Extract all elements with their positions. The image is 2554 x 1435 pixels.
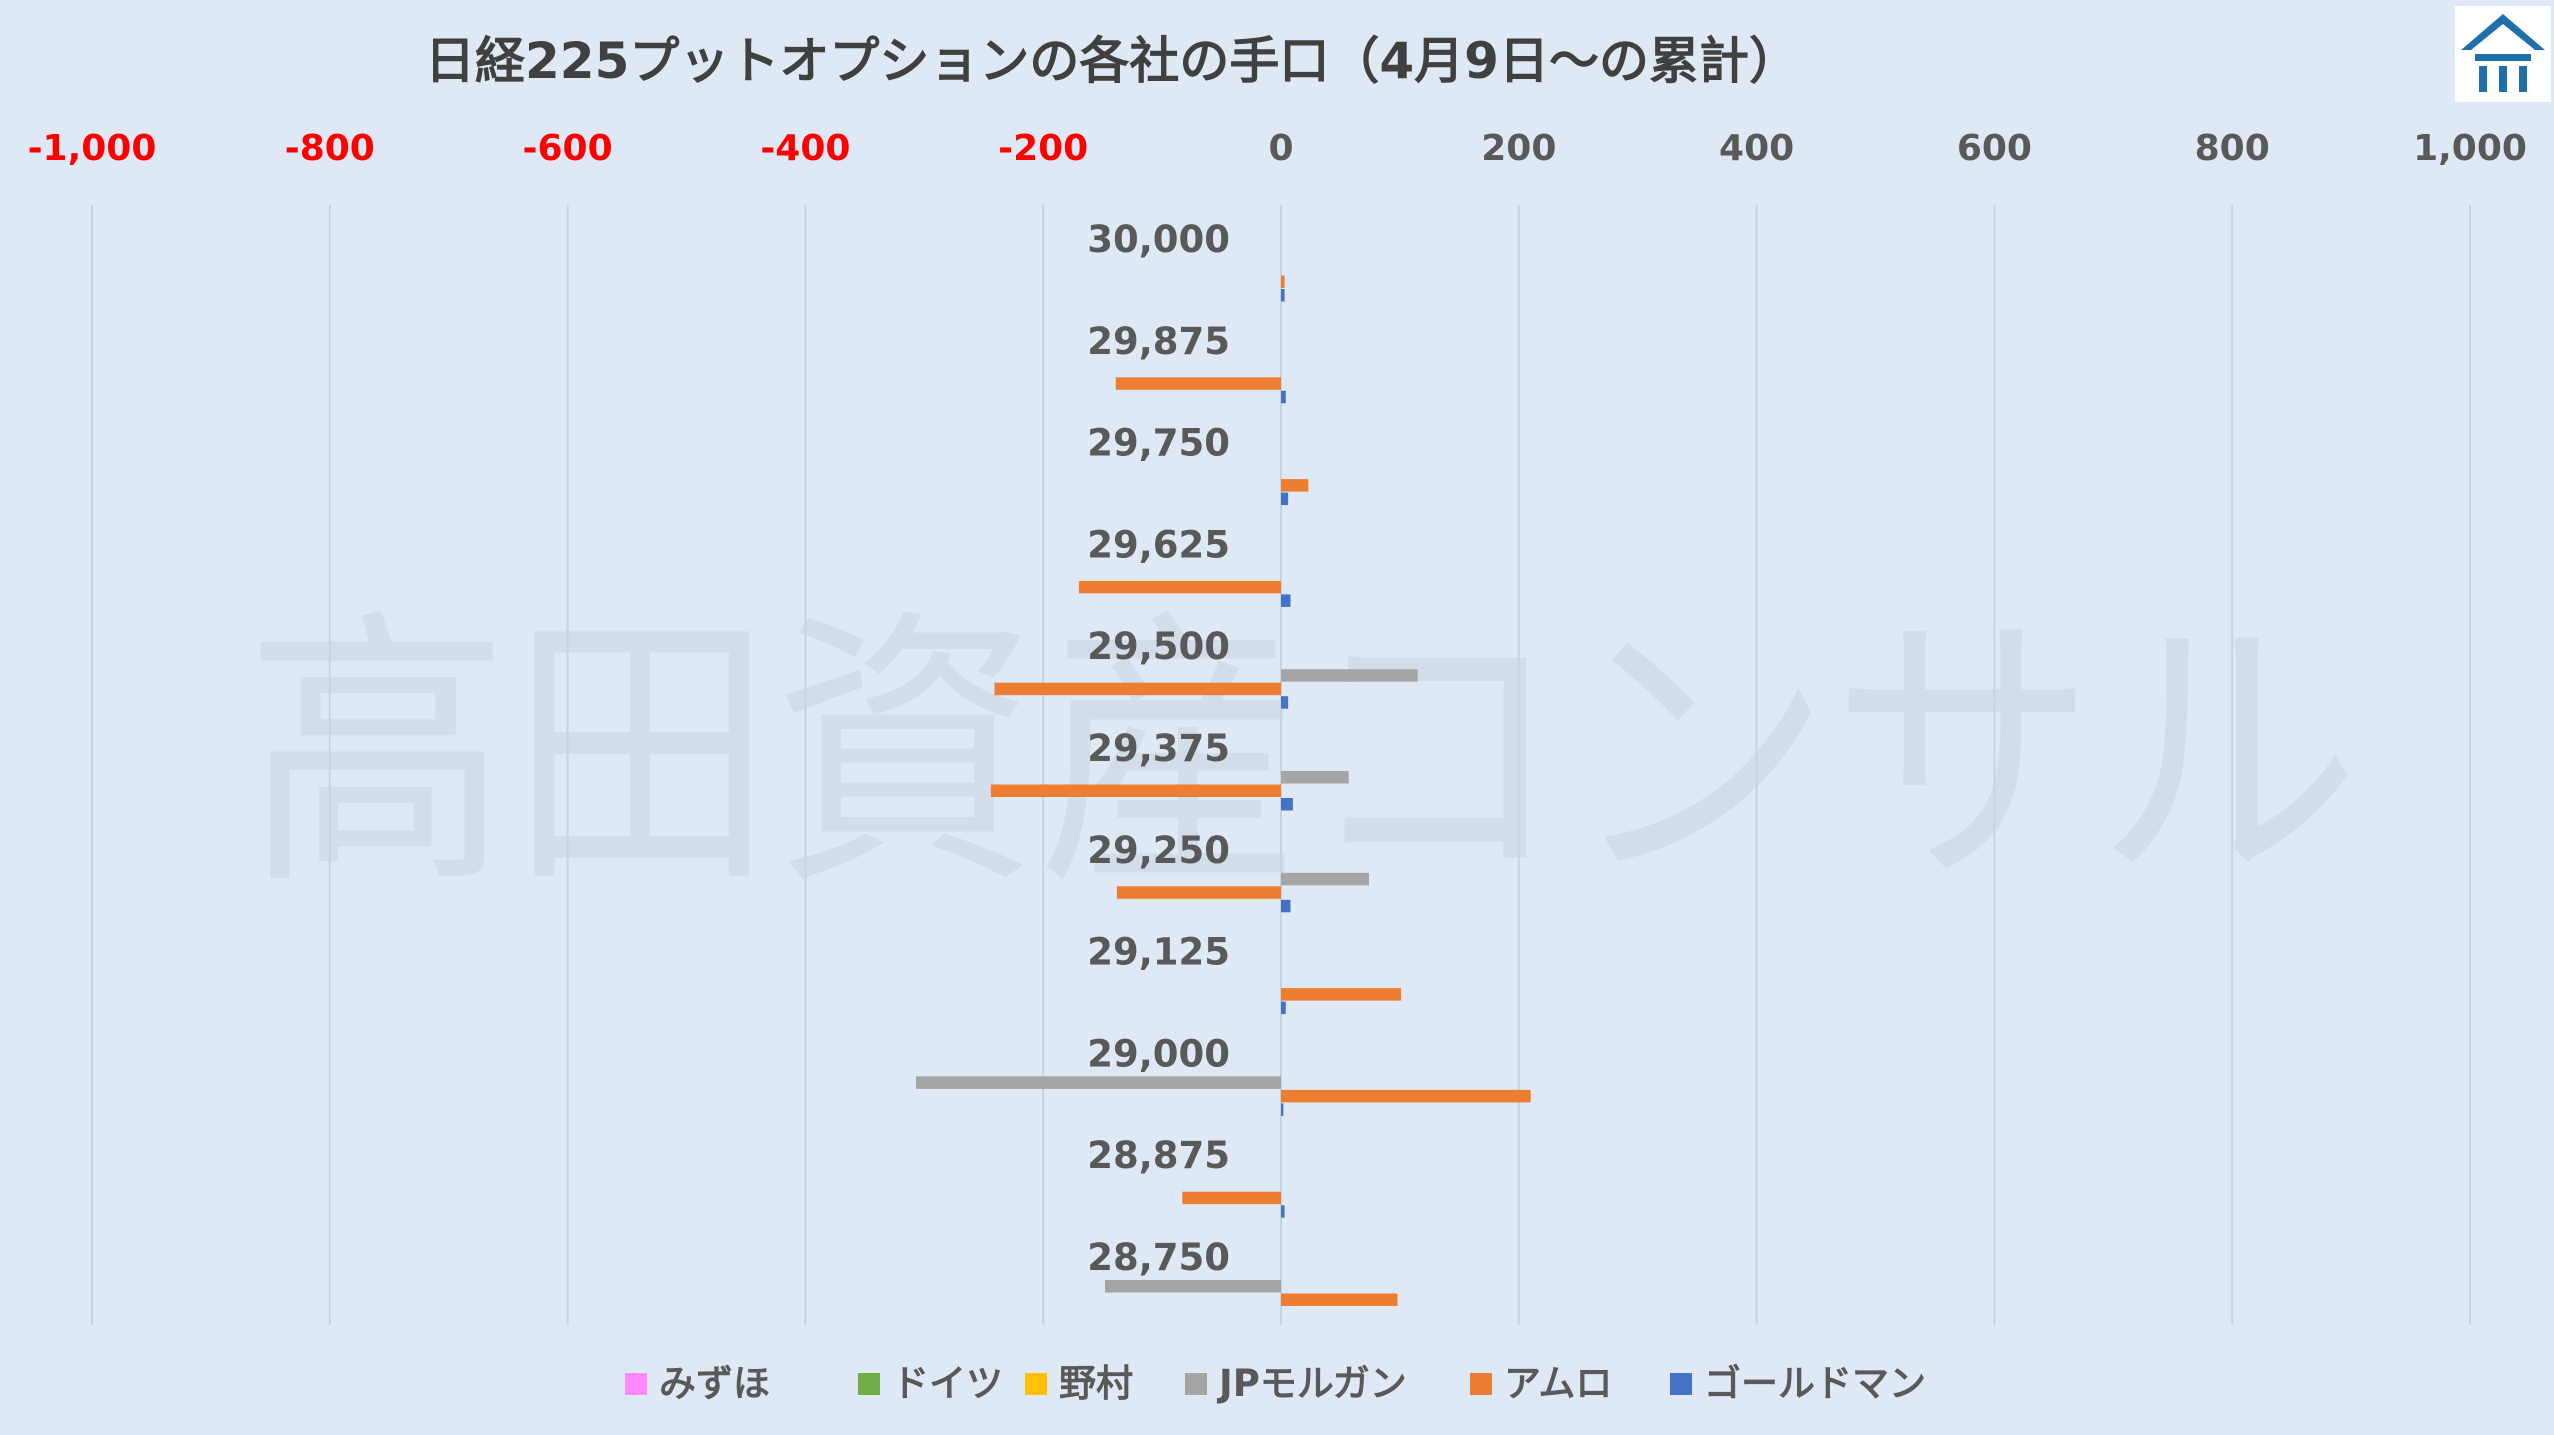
- logo-roof-icon: [2461, 14, 2545, 50]
- bar-4-5: [990, 784, 1281, 797]
- bar-5-6: [1281, 899, 1291, 913]
- x-tick-label: 1,000: [2413, 128, 2527, 169]
- bar-4-9: [1182, 1191, 1281, 1205]
- bar-5-0: [1281, 289, 1285, 302]
- category-label: 28,750: [1087, 1236, 1230, 1279]
- x-tick-label: 800: [2195, 128, 2270, 169]
- category-label: 28,875: [1087, 1134, 1230, 1177]
- bar-3-10: [1105, 1280, 1281, 1293]
- logo-bar-icon: [2475, 54, 2531, 61]
- bar-3-5: [1281, 771, 1349, 784]
- legend: みずほ ドイツ 野村 JPモルガン アムロ ゴールドマン: [625, 1362, 1926, 1405]
- bar-5-3: [1281, 594, 1291, 607]
- bar-4-2: [1281, 479, 1309, 492]
- legend-label: ゴールドマン: [1704, 1362, 1926, 1405]
- category-label: 29,875: [1087, 320, 1230, 363]
- legend-swatch: [1025, 1373, 1047, 1395]
- legend-swatch: [858, 1373, 880, 1395]
- legend-label: JPモルガン: [1216, 1362, 1407, 1405]
- bar-5-5: [1281, 798, 1293, 811]
- bar-5-9: [1281, 1205, 1285, 1218]
- bar-5-7: [1281, 1001, 1286, 1015]
- legend-label: みずほ: [659, 1362, 770, 1405]
- bars: [915, 275, 1531, 1306]
- x-tick-label: -800: [285, 128, 375, 169]
- bar-5-2: [1281, 492, 1289, 506]
- category-label: 29,500: [1087, 625, 1230, 668]
- legend-swatch: [625, 1373, 647, 1395]
- x-tick-label: -1,000: [28, 128, 157, 169]
- legend-swatch: [1670, 1373, 1692, 1395]
- bar-3-4: [1281, 669, 1418, 682]
- x-tick-label: 600: [1957, 128, 2032, 169]
- bar-4-7: [1281, 988, 1402, 1001]
- bar-4-0: [1281, 275, 1285, 288]
- category-label: 29,250: [1087, 829, 1230, 872]
- bar-4-4: [994, 682, 1281, 696]
- x-tick-label: -600: [523, 128, 613, 169]
- bar-5-8: [1281, 1103, 1284, 1116]
- bar-4-3: [1078, 580, 1281, 594]
- category-label: 29,750: [1087, 422, 1230, 465]
- logo-pillar-mid-icon: [2499, 66, 2507, 92]
- legend-label: アムロ: [1504, 1362, 1612, 1405]
- x-axis-ticks: -1,000 -800 -600 -400 -200 0 200 400 600 800 1,000: [28, 128, 2527, 169]
- category-labels: 30,000 29,875 29,750 29,625 29,500 29,375 29,2…: [1087, 218, 1230, 1279]
- category-label: 29,625: [1087, 523, 1230, 566]
- corner-logo: [2455, 6, 2551, 102]
- x-tick-label: 400: [1719, 128, 1794, 169]
- bar-5-4: [1281, 696, 1289, 709]
- category-label: 29,000: [1087, 1032, 1230, 1075]
- legend-swatch: [1185, 1373, 1207, 1395]
- legend-swatch: [1470, 1373, 1492, 1395]
- chart-title: 日経225プットオプションの各社の手口（4月9日～の累計）: [425, 32, 1799, 90]
- x-tick-label: -400: [760, 128, 850, 169]
- bar-4-6: [1116, 886, 1281, 899]
- bar-3-6: [1281, 872, 1369, 886]
- x-tick-label: 200: [1481, 128, 1556, 169]
- bar-5-1: [1281, 390, 1286, 404]
- bar-4-8: [1281, 1089, 1531, 1103]
- category-label: 30,000: [1087, 218, 1230, 261]
- x-tick-label: 0: [1268, 128, 1293, 169]
- legend-label: 野村: [1059, 1362, 1133, 1405]
- category-label: 29,125: [1087, 931, 1230, 974]
- logo-pillar-left-icon: [2479, 66, 2487, 92]
- bar-4-10: [1281, 1293, 1398, 1306]
- bar-4-1: [1115, 377, 1281, 390]
- bar-3-8: [915, 1076, 1281, 1089]
- logo-pillar-right-icon: [2519, 66, 2527, 92]
- watermark-text: 高田資産コンサル: [245, 587, 2360, 924]
- legend-label: ドイツ: [892, 1362, 1003, 1405]
- x-tick-label: -200: [998, 128, 1088, 169]
- category-label: 29,375: [1087, 727, 1230, 770]
